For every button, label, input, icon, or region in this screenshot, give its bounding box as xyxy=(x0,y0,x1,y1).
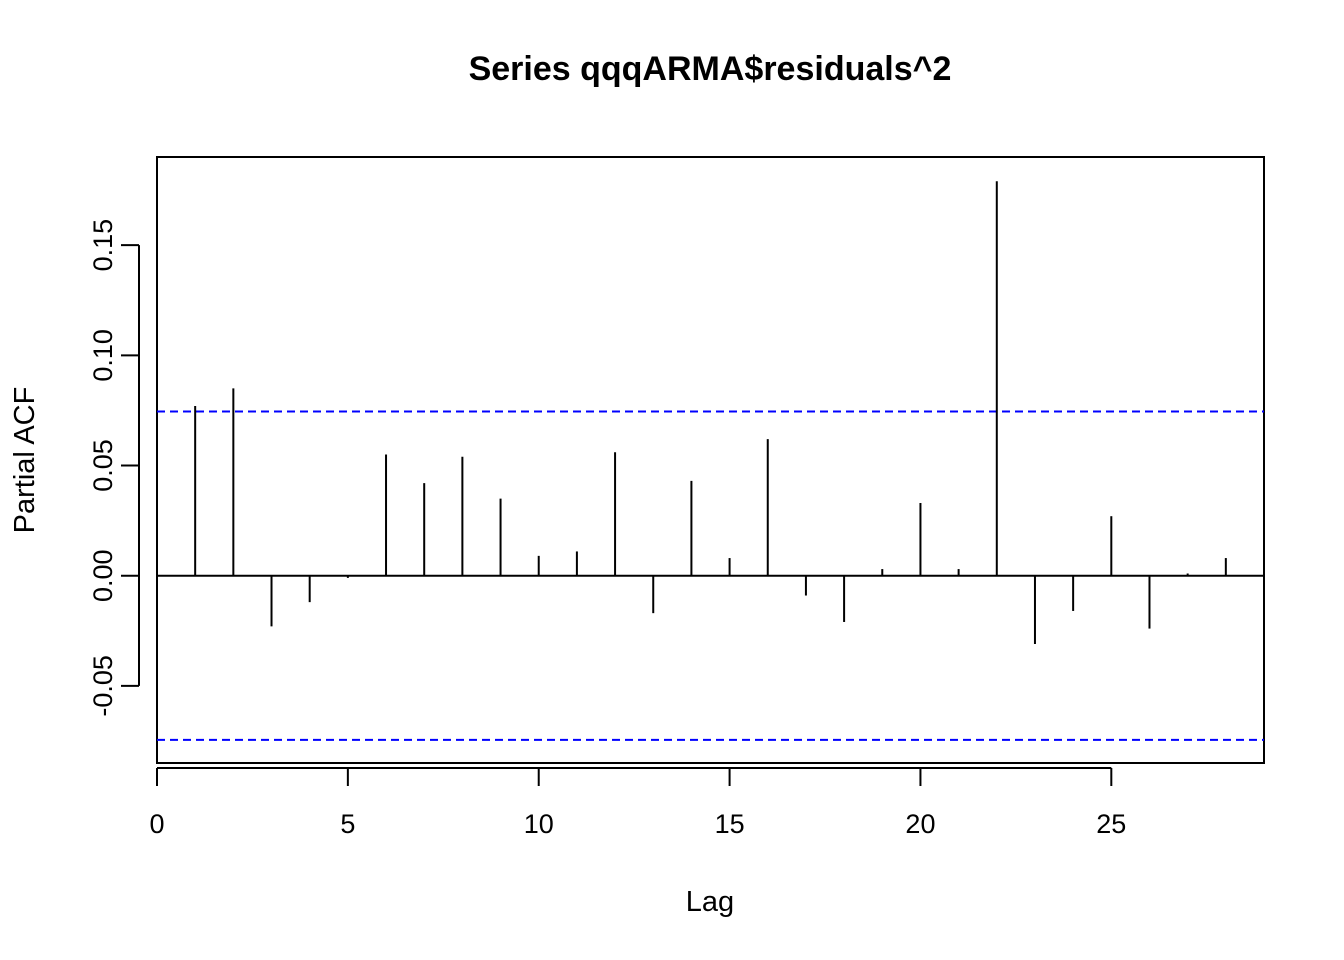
y-tick-label: 0.00 xyxy=(88,549,118,602)
x-tick-label: 5 xyxy=(340,809,355,839)
pacf-bars xyxy=(194,181,1227,645)
chart-title: Series qqqARMA$residuals^2 xyxy=(469,50,952,88)
x-tick-label: 0 xyxy=(149,809,164,839)
confidence-bounds xyxy=(157,410,1264,741)
y-tick-label: 0.15 xyxy=(88,219,118,272)
y-tick-label: 0.05 xyxy=(88,439,118,492)
x-axis-label: Lag xyxy=(686,886,734,918)
x-axis: 0 5 10 15 20 25 xyxy=(149,767,1126,839)
y-tick-label: 0.10 xyxy=(88,329,118,382)
y-axis-label: Partial ACF xyxy=(9,387,41,534)
y-tick-label: -0.05 xyxy=(88,655,118,717)
x-tick-label: 15 xyxy=(715,809,745,839)
x-tick-label: 25 xyxy=(1096,809,1126,839)
x-tick-label: 10 xyxy=(524,809,554,839)
x-tick-label: 20 xyxy=(905,809,935,839)
plot-frame xyxy=(156,156,1265,764)
y-axis: -0.05 0.00 0.05 0.10 0.15 xyxy=(88,219,140,717)
